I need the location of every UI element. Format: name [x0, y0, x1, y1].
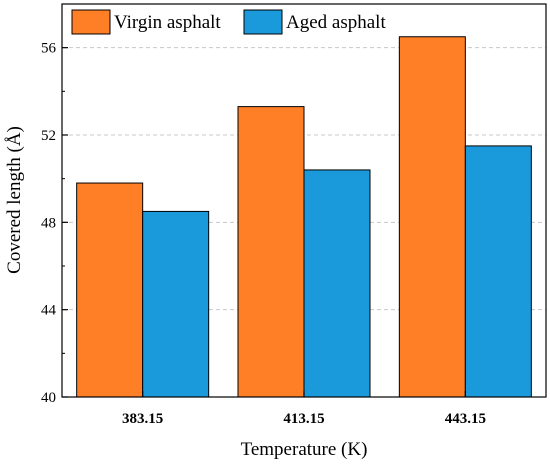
- x-axis-title: Temperature (K): [241, 439, 368, 460]
- legend-label: Virgin asphalt: [114, 12, 221, 33]
- y-tick-label: 56: [41, 41, 57, 57]
- bar-aged-asphalt-383-15: [142, 210, 210, 398]
- bars: [76, 36, 532, 398]
- x-tick-label: 443.15: [445, 411, 486, 427]
- bar-virgin-asphalt-413-15: [237, 106, 305, 398]
- y-axis-title: Covered length (Å): [4, 126, 25, 274]
- y-axis: 40 44 48 52 56: [41, 41, 68, 406]
- legend-swatch: [71, 9, 111, 35]
- legend: Virgin asphalt Aged asphalt: [71, 9, 386, 35]
- legend-label: Aged asphalt: [286, 12, 386, 33]
- x-tick-label: 383.15: [122, 411, 163, 427]
- y-tick-label: 40: [41, 390, 56, 406]
- x-axis: 383.15 413.15 443.15: [122, 391, 486, 427]
- bar-virgin-asphalt-383-15: [76, 182, 144, 398]
- x-tick-label: 413.15: [283, 411, 324, 427]
- y-tick-label: 48: [41, 215, 56, 231]
- legend-swatch: [243, 9, 283, 35]
- bar-virgin-asphalt-443-15: [398, 36, 466, 398]
- bar-aged-asphalt-443-15: [464, 145, 532, 398]
- bar-aged-asphalt-413-15: [303, 169, 371, 398]
- y-tick-label: 52: [41, 128, 56, 144]
- y-tick-label: 44: [41, 303, 57, 319]
